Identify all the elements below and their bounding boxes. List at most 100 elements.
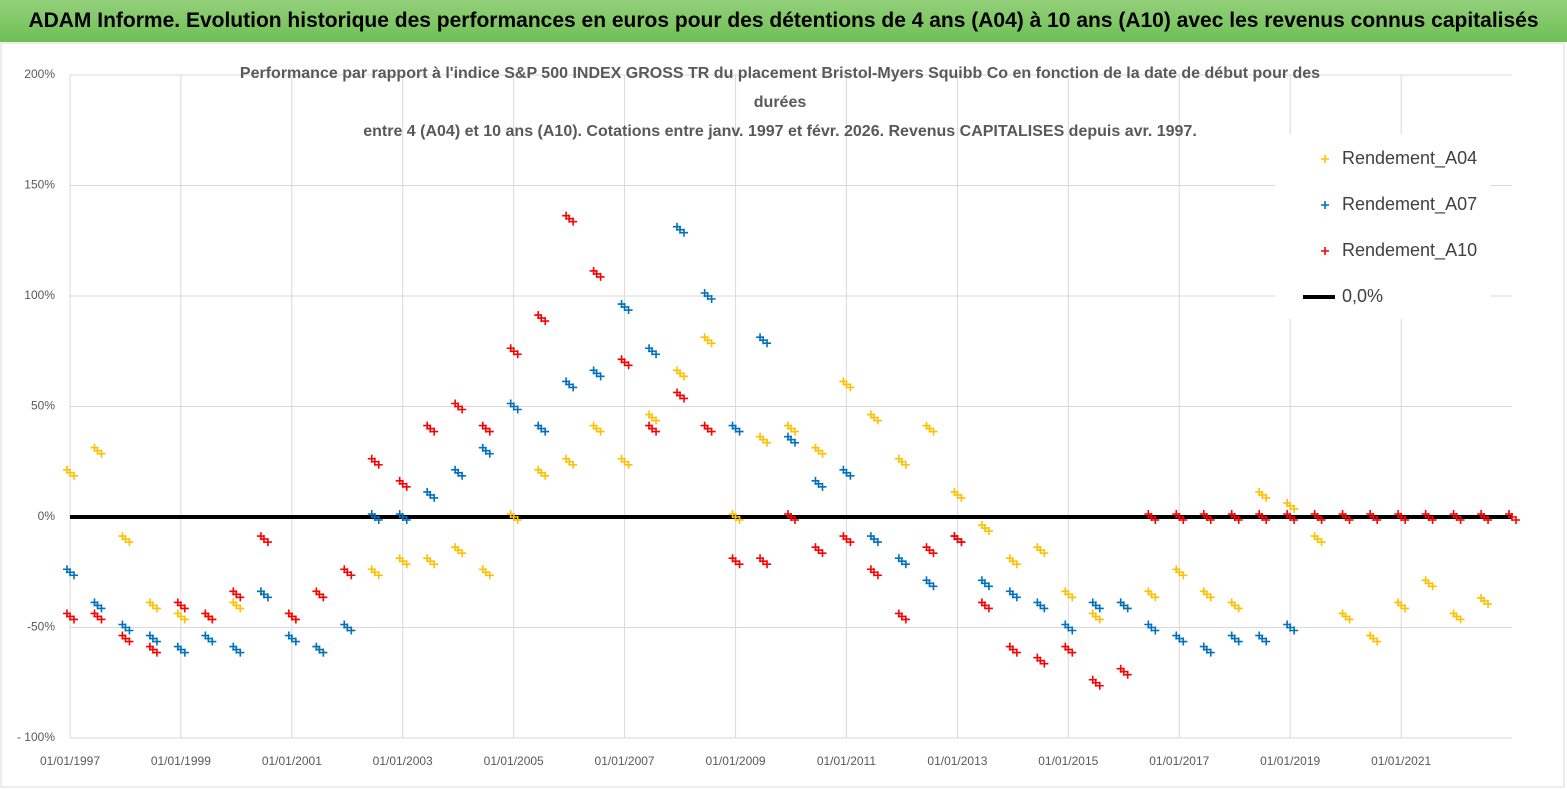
x-tick-label: 01/01/2001	[262, 754, 322, 768]
point	[700, 289, 716, 303]
point	[894, 454, 910, 469]
x-tick-label: 01/01/2017	[1149, 754, 1209, 768]
point	[1477, 593, 1493, 608]
point	[173, 609, 189, 624]
y-tick-label: 200%	[24, 67, 55, 81]
point	[1005, 642, 1021, 657]
point	[1227, 598, 1243, 613]
point	[839, 465, 855, 480]
point	[811, 476, 827, 491]
point	[367, 565, 383, 580]
point	[1116, 664, 1132, 679]
point	[534, 311, 550, 326]
point	[145, 631, 161, 646]
point	[145, 598, 161, 613]
point	[229, 598, 245, 613]
point	[811, 543, 827, 558]
banner-title: ADAM Informe. Evolution historique des p…	[0, 0, 1567, 42]
chart: - 100% -50% 0% 50% 100% 150% 200% 01/01/1997 01/…	[0, 42, 1565, 788]
point	[340, 620, 356, 635]
point	[1061, 620, 1077, 635]
point	[478, 443, 494, 458]
y-tick-label: -50%	[27, 620, 55, 634]
point	[562, 377, 578, 392]
point	[201, 631, 217, 646]
point	[284, 609, 300, 624]
point	[756, 554, 772, 569]
point	[340, 565, 356, 580]
point	[534, 465, 550, 480]
point	[1505, 510, 1520, 524]
point	[950, 532, 966, 547]
point	[1421, 576, 1437, 591]
point	[728, 421, 744, 436]
point	[367, 454, 383, 469]
point	[1283, 498, 1299, 513]
point	[672, 388, 688, 403]
point	[1338, 510, 1354, 524]
point	[1421, 510, 1437, 524]
point	[118, 631, 134, 646]
point	[700, 333, 716, 348]
point	[784, 421, 799, 436]
point	[1310, 532, 1326, 547]
point	[1255, 510, 1271, 524]
point	[617, 300, 633, 315]
chart-title: Performance par rapport à l'indice S&P 5…	[240, 65, 1320, 82]
point	[1088, 675, 1104, 690]
x-tick-label: 01/01/2011	[817, 754, 876, 768]
point	[617, 355, 633, 370]
point	[700, 421, 716, 436]
point	[645, 421, 661, 436]
point	[1172, 631, 1188, 646]
point	[312, 587, 328, 602]
point	[118, 532, 134, 547]
point	[229, 587, 245, 602]
point	[173, 642, 189, 657]
point	[1199, 510, 1215, 524]
point	[839, 532, 855, 547]
point	[562, 211, 578, 226]
point	[1088, 609, 1104, 624]
legend-label: Rendement_A10	[1342, 240, 1477, 261]
point	[423, 421, 439, 436]
point	[1449, 510, 1465, 524]
point	[1033, 598, 1049, 613]
point	[534, 421, 550, 436]
point	[922, 421, 938, 436]
point	[562, 454, 578, 469]
x-tick-label: 01/01/1997	[40, 754, 100, 768]
chart-title: durées	[754, 94, 807, 111]
point	[451, 465, 467, 480]
x-tick-label: 01/01/2009	[706, 754, 766, 768]
point	[894, 609, 910, 624]
x-tick-label: 01/01/2015	[1038, 754, 1098, 768]
point	[1477, 510, 1493, 524]
point	[256, 587, 272, 602]
point	[756, 432, 772, 447]
point	[866, 565, 882, 580]
point	[1199, 642, 1215, 657]
point	[977, 598, 993, 613]
point	[672, 222, 688, 237]
x-tick-label: 01/01/2013	[927, 754, 987, 768]
point	[63, 609, 78, 624]
point	[811, 443, 827, 458]
point	[1005, 554, 1021, 569]
point	[784, 432, 799, 447]
point	[894, 554, 910, 569]
x-tick-label: 01/01/2003	[373, 754, 433, 768]
point	[451, 399, 467, 414]
legend-label: Rendement_A07	[1342, 194, 1477, 215]
point	[977, 576, 993, 591]
chart-border	[0, 42, 1565, 788]
point	[1227, 510, 1243, 524]
point	[229, 642, 245, 657]
x-tick-label: 01/01/2021	[1371, 754, 1431, 768]
point	[1366, 510, 1382, 524]
point	[1310, 510, 1326, 524]
point	[1199, 587, 1215, 602]
point	[451, 543, 467, 558]
y-tick-label: - 100%	[17, 730, 55, 744]
